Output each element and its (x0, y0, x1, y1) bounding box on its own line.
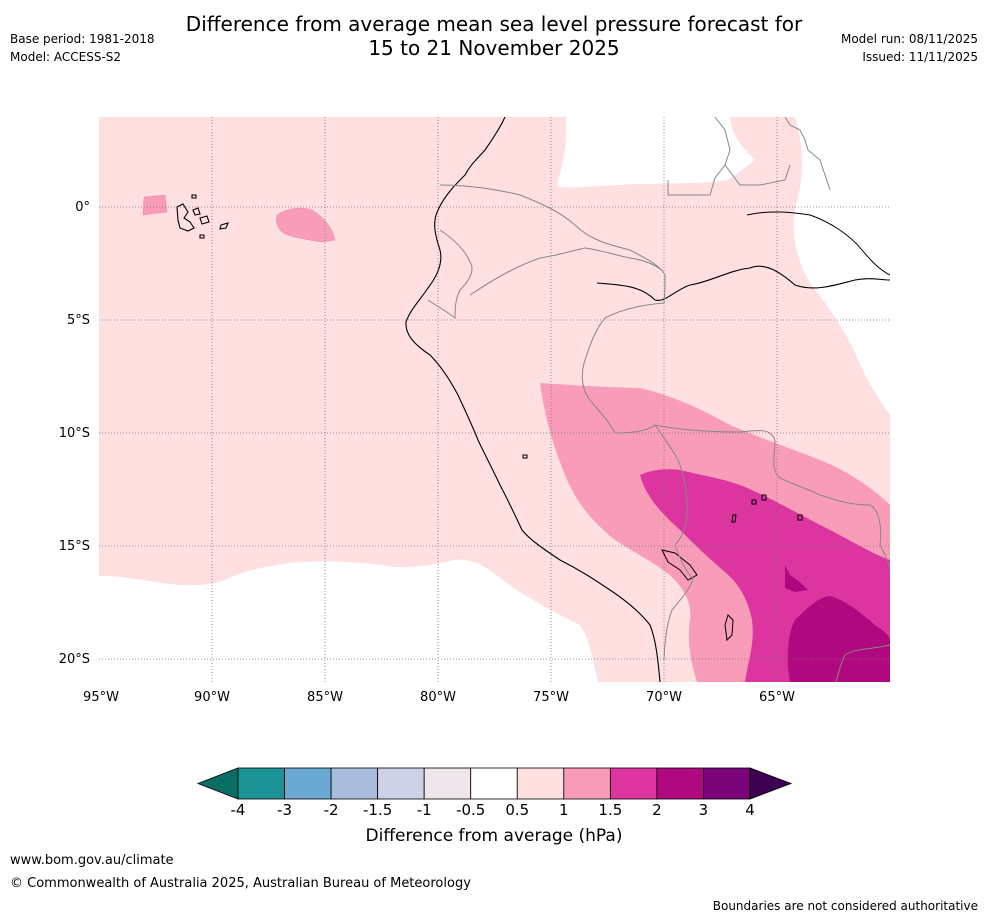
lat-label: 5°S (67, 313, 90, 328)
colorbar-swatch (377, 767, 425, 800)
colorbar-tick-label: 1 (559, 801, 569, 819)
colorbar-tick-label: 3 (698, 801, 709, 819)
anomaly-neutral-region-south (99, 559, 598, 682)
lat-label: 20°S (59, 652, 90, 667)
colorbar-swatch (330, 767, 379, 800)
lon-label: 85°W (307, 690, 343, 705)
model-name: Model: ACCESS-S2 (10, 50, 122, 64)
model-run: Model run: 08/11/2025 (840, 32, 978, 46)
colorbar (196, 767, 793, 800)
anomaly-2-3-patch (785, 565, 808, 592)
colorbar-extend-low (196, 767, 239, 800)
anomaly-1-1.5-patch-galapagos (276, 207, 336, 243)
latitude-labels: 0° 5°S 10°S 15°S 20°S (59, 200, 90, 667)
colorbar-swatch (470, 767, 518, 800)
colorbar-swatch (237, 767, 285, 800)
colorbar-swatch (656, 767, 704, 800)
issued-date: Issued: 11/11/2025 (862, 50, 978, 64)
colorbar-tick-label: 1.5 (598, 801, 623, 819)
colorbar-tick-label: -2 (323, 801, 339, 819)
anomaly-2-3-region (787, 596, 890, 682)
chart-title: Difference from average mean sea level p… (0, 12, 988, 60)
galapagos-islands (176, 194, 229, 239)
lat-label: 15°S (59, 539, 90, 554)
footer-copyright: © Commonwealth of Australia 2025, Austra… (10, 876, 471, 891)
colorbar-tick-label: -0.5 (456, 801, 486, 819)
colorbar-swatch (563, 767, 611, 800)
title-line-2: 15 to 21 November 2025 (368, 36, 620, 60)
meta-right: Model run: 08/11/2025 Issued: 11/11/2025 (841, 32, 978, 64)
anomaly-neutral-region-north (557, 117, 890, 415)
colorbar-swatch (516, 767, 565, 800)
colorbar-tick-label: -1.5 (362, 801, 393, 819)
lon-label: 90°W (194, 690, 230, 705)
colorbar-swatch (284, 767, 332, 800)
graticule (99, 117, 890, 682)
title-line-1: Difference from average mean sea level p… (185, 12, 803, 36)
river-north (746, 211, 890, 276)
country-borders (427, 117, 890, 682)
colorbar-tick-label: 2 (652, 801, 662, 819)
colorbar-tick-label: -4 (230, 801, 246, 819)
colorbar-tick-label: -3 (277, 801, 293, 819)
colorbar-label: Difference from average (hPa) (365, 826, 623, 846)
colorbar-tick-label: -1 (416, 801, 432, 819)
coastline-pacific (405, 117, 661, 682)
map-field (99, 117, 890, 682)
lat-label: 10°S (59, 426, 90, 441)
footer-note: Boundaries are not considered authoritat… (712, 899, 978, 913)
lon-label: 95°W (83, 690, 119, 705)
lon-label: 75°W (533, 690, 569, 705)
amazon-river (596, 265, 890, 301)
lon-label: 80°W (420, 690, 456, 705)
colorbar-swatch (423, 767, 472, 800)
colorbar-swatch (609, 767, 658, 800)
base-period: Base period: 1981-2018 (10, 32, 155, 46)
lon-label: 65°W (759, 690, 795, 705)
meta-left: Base period: 1981-2018 Model: ACCESS-S2 (10, 32, 155, 64)
anomaly-1-1.5-patch-west (142, 194, 168, 216)
lon-label: 70°W (646, 690, 682, 705)
longitude-labels: 95°W 90°W 85°W 80°W 75°W 70°W 65°W (83, 690, 795, 705)
colorbar-tick-label: 4 (745, 801, 755, 819)
colorbar-tick-label: 0.5 (505, 801, 530, 819)
colorbar-extend-high (749, 767, 793, 800)
footer-url: www.bom.gov.au/climate (10, 853, 174, 868)
lat-label: 0° (75, 200, 90, 215)
colorbar-swatch (703, 767, 751, 800)
